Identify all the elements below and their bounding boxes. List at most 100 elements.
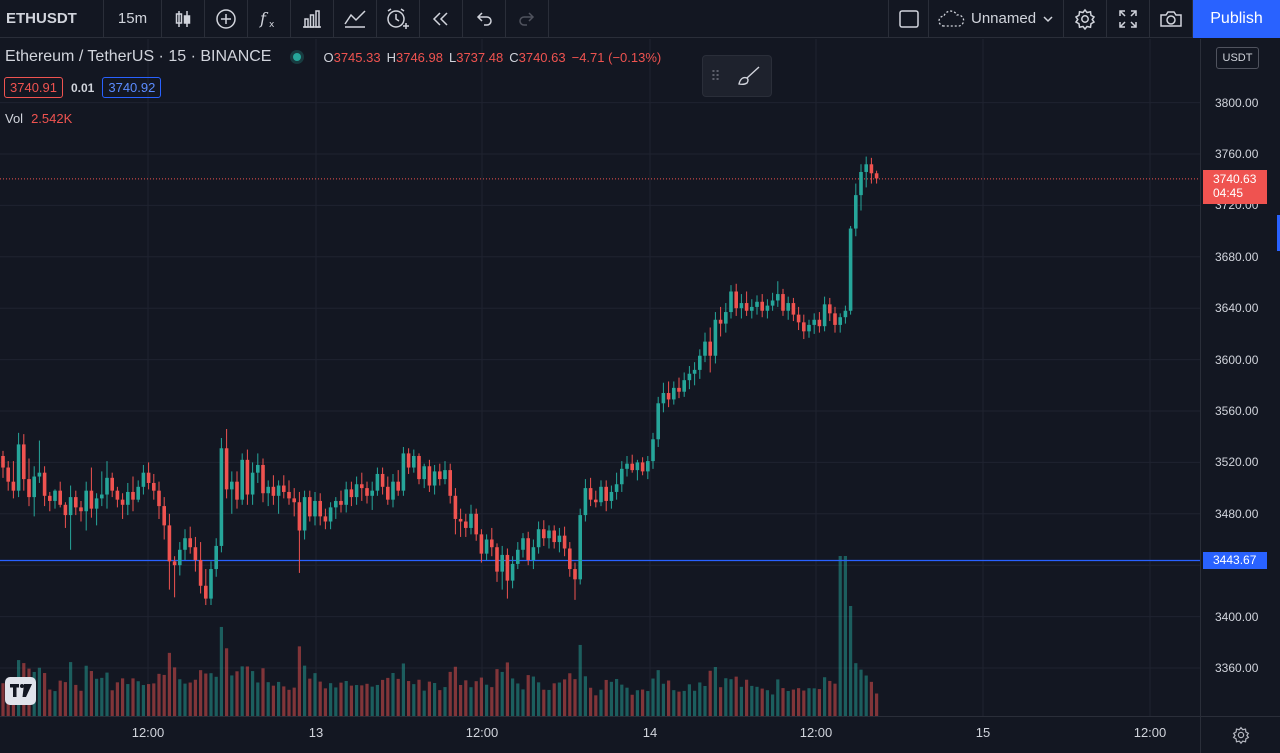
candle-body [588, 488, 593, 500]
volume-bar [344, 680, 348, 716]
volume-bar [755, 686, 759, 716]
candle-body [776, 294, 780, 301]
volume-bar [193, 679, 197, 716]
candle-body [646, 461, 650, 472]
volume-bar [58, 680, 62, 716]
floating-drawing-toolbar: ⠿ [702, 55, 772, 97]
volume-bar [609, 681, 613, 716]
interval-button[interactable]: 15m [104, 0, 162, 38]
volume-bar [583, 676, 587, 716]
volume-bar [490, 687, 494, 716]
tradingview-logo[interactable] [5, 677, 36, 705]
sell-price-button[interactable]: 3740.91 [4, 77, 63, 98]
price-tick-label: 3640.00 [1215, 301, 1259, 316]
brush-icon [738, 66, 760, 86]
brush-tool-button[interactable] [727, 64, 771, 88]
candle-body [791, 303, 796, 315]
time-tick-label: 12:00 [799, 725, 833, 740]
candle-body [146, 472, 151, 483]
volume-bar [526, 675, 530, 716]
horizontal-line-price-tag[interactable]: 3443.67 [1203, 552, 1267, 569]
candle-body [573, 569, 577, 580]
alert-button[interactable] [377, 0, 420, 38]
symbol-title[interactable]: Ethereum / TetherUS · 15 · BINANCE [5, 48, 272, 65]
price-chart[interactable] [0, 39, 1200, 716]
candle-body [37, 472, 42, 477]
volume-bar [719, 687, 723, 716]
volume-bar [641, 689, 645, 716]
volume-bar [693, 690, 697, 716]
volume-bar [141, 685, 145, 716]
toolbar-spacer [549, 0, 889, 38]
volume-bar [687, 684, 691, 716]
volume-bar [604, 679, 608, 716]
volume-bar [308, 678, 312, 716]
volume-legend[interactable]: Vol 2.542K [5, 111, 72, 126]
volume-bar [391, 672, 395, 716]
candle-body [256, 464, 260, 473]
volume-bar [817, 689, 821, 716]
settings-button[interactable] [1064, 0, 1107, 38]
buy-price-button[interactable]: 3740.92 [102, 77, 162, 98]
close-label: C [509, 49, 519, 65]
volume-bar [843, 556, 847, 716]
ohlc-values: O3745.33 H3746.98 L3737.48 C3740.63 −4.7… [323, 50, 661, 65]
volume-bar [786, 690, 790, 716]
strategy-button[interactable] [334, 0, 377, 38]
fullscreen-button[interactable] [1107, 0, 1150, 38]
candle-body [599, 486, 603, 503]
volume-bar [635, 690, 639, 716]
volume-bar [630, 694, 634, 716]
candle-body [214, 545, 218, 570]
price-tick-label: 3360.00 [1215, 661, 1259, 675]
price-tick-label: 3520.00 [1215, 455, 1259, 470]
candle-body [505, 554, 510, 581]
candle-body [822, 304, 827, 327]
layout-select-button[interactable] [889, 0, 929, 38]
volume-bar [864, 675, 868, 716]
templates-button[interactable] [291, 0, 334, 38]
volume-bar [729, 679, 733, 716]
volume-bar [734, 676, 738, 716]
chart-type-button[interactable] [162, 0, 205, 38]
volume-bar [225, 648, 229, 716]
price-tick-label: 3760.00 [1215, 147, 1259, 161]
candle-body [703, 341, 707, 356]
snapshot-button[interactable] [1150, 0, 1193, 38]
volume-bar [417, 679, 421, 716]
symbol-search-button[interactable]: ETHUSDT [0, 0, 104, 38]
volume-bar [209, 673, 213, 716]
candle-body [490, 539, 494, 548]
volume-bar [516, 683, 520, 716]
compare-add-button[interactable] [205, 0, 248, 38]
replay-button[interactable] [420, 0, 463, 38]
candle-body [22, 444, 26, 480]
candle-body [120, 499, 125, 505]
drag-handle-icon[interactable]: ⠿ [710, 67, 720, 84]
currency-selector[interactable]: USDT [1216, 47, 1259, 69]
volume-bar [183, 683, 187, 716]
volume-bar [230, 675, 234, 716]
volume-bar [568, 673, 572, 716]
candle-body [370, 490, 374, 496]
candle-body [386, 486, 390, 500]
candle-body [354, 484, 359, 498]
scale-scroll-indicator[interactable] [1277, 215, 1280, 251]
gear-icon [1074, 8, 1096, 30]
candle-body [235, 481, 239, 500]
volume-bar [370, 686, 374, 716]
candle-body [848, 228, 853, 311]
redo-button[interactable] [506, 0, 549, 38]
undo-button[interactable] [463, 0, 506, 38]
layout-name-button[interactable]: Unnamed [929, 0, 1064, 38]
time-axis[interactable]: 12:00 13 12:00 14 12:00 15 12:00 [0, 716, 1200, 753]
volume-bar [245, 666, 249, 716]
publish-button[interactable]: Publish [1193, 0, 1280, 38]
price-axis[interactable]: 3800.00 3760.00 3720.00 3680.00 3640.00 3600.… [1200, 39, 1280, 716]
volume-bar [167, 652, 171, 716]
chart-settings-corner[interactable] [1200, 716, 1280, 753]
compare-add-icon [216, 8, 236, 29]
volume-bar [833, 683, 837, 716]
replay-icon [432, 11, 448, 26]
